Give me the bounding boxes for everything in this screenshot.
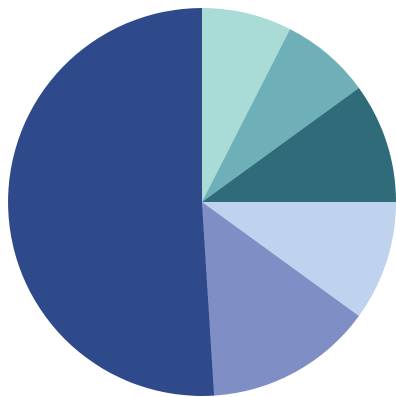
pie-slice-3 <box>202 87 396 202</box>
pie-slice-5 <box>202 202 359 396</box>
pie-slice-6 <box>8 8 215 396</box>
pie-slice-4 <box>202 202 396 317</box>
pie-slice-1 <box>202 8 291 202</box>
pie-slice-2 <box>202 29 359 202</box>
